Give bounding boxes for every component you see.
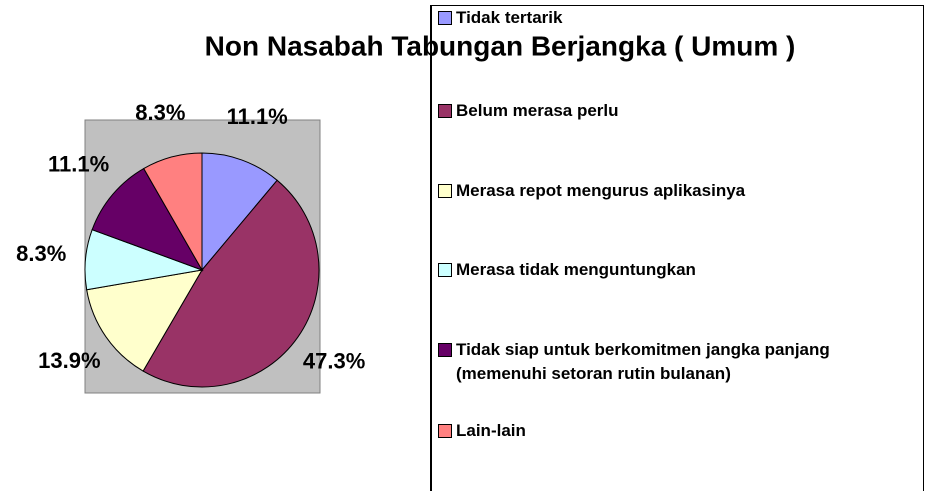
data-label: 11.1% [48,152,109,177]
legend: Tidak tertarik Belum merasa perlu Merasa r… [430,5,924,491]
pie-slice [143,152,203,272]
data-label: 8.3% [16,241,66,266]
legend-item: Belum merasa perlu [438,99,908,123]
pie-slice [201,152,278,272]
data-label: 8.3% [135,100,185,125]
legend-label: Merasa repot mengurus aplikasinya [456,181,746,200]
legend-item: Lain-lain [438,419,908,443]
pie-slice [91,167,204,271]
legend-swatch [438,263,452,277]
legend-label: Merasa tidak menguntungkan [456,260,696,279]
pie-slice [142,179,320,388]
legend-swatch [438,343,452,357]
legend-item: Merasa tidak menguntungkan [438,258,908,282]
pie-slice [86,269,203,372]
chart-title: Non Nasabah Tabungan Berjangka ( Umum ) [205,30,796,61]
legend-label: Lain-lain [456,421,526,440]
legend-swatch [438,104,452,118]
legend-swatch [438,184,452,198]
legend-item: Merasa repot mengurus aplikasinya [438,179,908,203]
legend-item: Tidak siap untuk berkomitmen jangka panj… [438,338,908,386]
legend-item: Tidak tertarik [438,6,908,30]
data-label: 11.1% [227,104,288,129]
legend-swatch [438,424,452,438]
data-label: 47.3% [303,349,365,374]
legend-label: Tidak tertarik [456,8,563,27]
legend-label: Tidak siap untuk berkomitmen jangka panj… [456,340,830,383]
legend-label: Belum merasa perlu [456,101,619,120]
legend-swatch [438,11,452,25]
data-label: 13.9% [38,348,100,373]
